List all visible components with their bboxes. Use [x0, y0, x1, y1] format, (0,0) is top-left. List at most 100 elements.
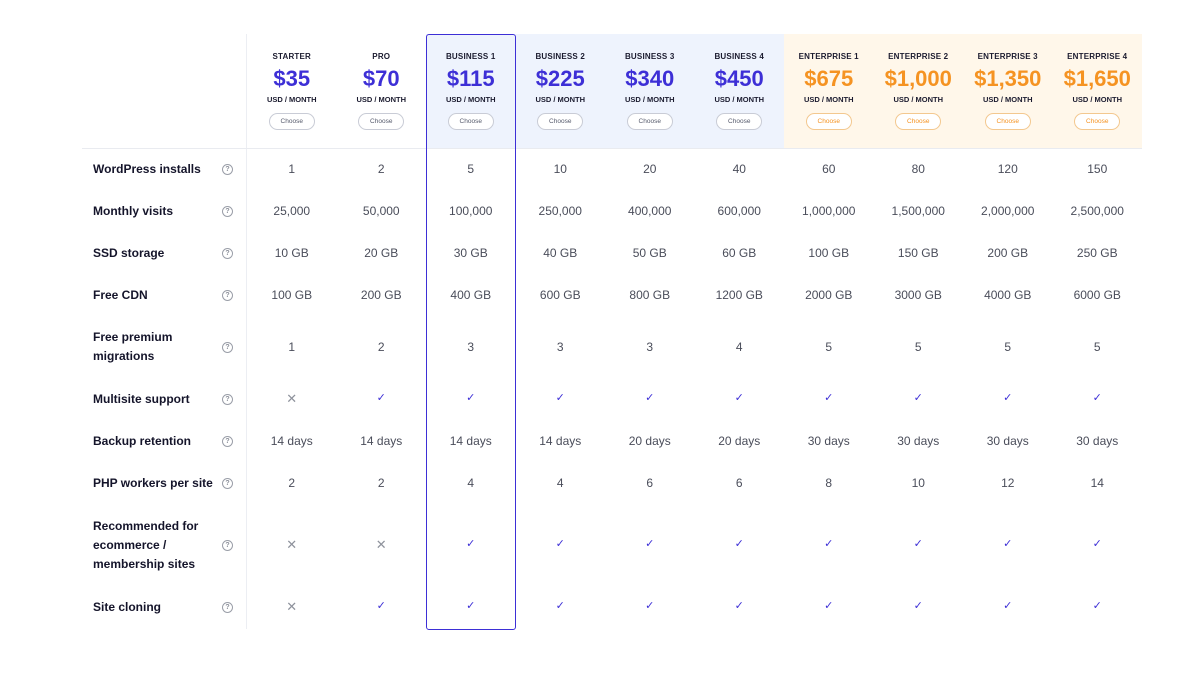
feature-value: 1,000,000 — [802, 204, 856, 218]
feature-row: Free CDN? 100 GB 200 GB 400 GB 600 GB 800 GB 1… — [82, 274, 1142, 316]
question-circle-icon[interactable]: ? — [222, 289, 233, 301]
feature-value: 80 — [911, 162, 925, 176]
help-wrapper: ? — [222, 163, 246, 175]
question-circle-icon[interactable]: ? — [222, 539, 233, 551]
check-icon: ✓ — [466, 538, 476, 550]
question-circle-icon[interactable]: ? — [222, 163, 233, 175]
feature-value: 4000 GB — [984, 288, 1032, 302]
check-icon: ✓ — [645, 600, 655, 612]
feature-values: 1 2 5 10 20 40 60 80 120 150 — [247, 162, 1142, 176]
choose-button[interactable]: Choose — [358, 113, 405, 130]
feature-value: 30 days — [807, 434, 850, 448]
check-icon: ✓ — [1003, 538, 1013, 550]
feature-value: 4 — [735, 340, 743, 354]
question-circle-icon[interactable]: ? — [222, 601, 233, 613]
feature-value: 100,000 — [449, 204, 493, 218]
plan-column-enterprise-3: ENTERPRISE 3 $1,350 USD / MONTH Choose — [963, 34, 1053, 148]
feature-values: 10 GB 20 GB 30 GB 40 GB 50 GB 60 GB 100 GB 150 … — [247, 246, 1142, 260]
plan-price-unit: USD / MONTH — [1072, 95, 1123, 104]
choose-button[interactable]: Choose — [895, 113, 942, 130]
question-circle-icon[interactable]: ? — [222, 393, 233, 405]
feature-row: WordPress installs? 1 2 5 10 20 40 60 80 120 150 — [82, 148, 1142, 190]
plan-name: ENTERPRISE 1 — [798, 52, 859, 61]
feature-value: 1200 GB — [715, 288, 763, 302]
check-icon: ✓ — [1003, 392, 1013, 404]
plan-price-unit: USD / MONTH — [266, 95, 317, 104]
plan-column-enterprise-2: ENTERPRISE 2 $1,000 USD / MONTH Choose — [874, 34, 964, 148]
plan-price-unit: USD / MONTH — [535, 95, 586, 104]
feature-value: 100 GB — [271, 288, 313, 302]
feature-label: Recommended for ecommerce / membership s… — [93, 518, 199, 571]
question-circle-icon[interactable]: ? — [222, 341, 233, 353]
feature-value: 100 GB — [808, 246, 850, 260]
choose-button[interactable]: Choose — [537, 113, 584, 130]
feature-values: 14 days 14 days 14 days 14 days 20 days 20 da… — [247, 434, 1142, 448]
feature-value: 600,000 — [717, 204, 761, 218]
feature-row: Multisite support? ✕ ✓ ✓ ✓ ✓ ✓ ✓ ✓ ✓ ✓ — [82, 378, 1142, 420]
feature-value: 2 — [377, 162, 385, 176]
choose-button[interactable]: Choose — [1074, 113, 1121, 130]
feature-value: 6 — [735, 476, 743, 490]
plan-price: $340 — [625, 66, 675, 91]
feature-value: 10 — [553, 162, 567, 176]
check-icon: ✓ — [734, 538, 744, 550]
check-icon: ✓ — [376, 392, 386, 404]
question-circle-icon[interactable]: ? — [222, 435, 233, 447]
feature-row: Free premium migrations? 1 2 3 3 3 4 5 5 5 5 — [82, 316, 1142, 378]
pricing-table: STARTER $35 USD / MONTH Choose PRO $70 USD / M… — [82, 34, 1142, 634]
plan-name: BUSINESS 1 — [445, 52, 496, 61]
feature-value: 4 — [467, 476, 475, 490]
plan-price-unit: USD / MONTH — [624, 95, 675, 104]
question-circle-icon[interactable]: ? — [222, 247, 233, 259]
feature-column-divider — [246, 34, 247, 629]
plan-price: $1,350 — [974, 66, 1042, 91]
question-circle-icon[interactable]: ? — [222, 205, 233, 217]
choose-button[interactable]: Choose — [805, 113, 852, 130]
feature-value: 60 GB — [722, 246, 757, 260]
feature-value: 1 — [288, 162, 296, 176]
plan-column-business-1: BUSINESS 1 $115 USD / MONTH Choose — [426, 34, 516, 148]
feature-values: 25,000 50,000 100,000 250,000 400,000 600,000… — [247, 204, 1142, 218]
check-icon: ✓ — [1003, 600, 1013, 612]
choose-button[interactable]: Choose — [268, 113, 315, 130]
help-wrapper: ? — [222, 477, 246, 489]
feature-value: 2,500,000 — [1070, 204, 1124, 218]
plan-price-unit: USD / MONTH — [445, 95, 496, 104]
feature-value: 4 — [556, 476, 564, 490]
feature-value: 5 — [825, 340, 833, 354]
plan-price: $450 — [714, 66, 764, 91]
feature-value: 5 — [467, 162, 475, 176]
feature-row: SSD storage? 10 GB 20 GB 30 GB 40 GB 50 GB 60 … — [82, 232, 1142, 274]
check-icon: ✓ — [645, 538, 655, 550]
feature-value: 30 days — [897, 434, 940, 448]
check-icon: ✓ — [555, 538, 565, 550]
feature-value: 20 days — [628, 434, 671, 448]
feature-value: 2 — [377, 340, 385, 354]
help-wrapper: ? — [222, 539, 246, 551]
check-icon: ✓ — [913, 392, 923, 404]
plan-name: ENTERPRISE 4 — [1067, 52, 1128, 61]
feature-label: WordPress installs — [93, 161, 201, 176]
feature-value: 14 days — [449, 434, 492, 448]
choose-button[interactable]: Choose — [447, 113, 494, 130]
plan-column-business-4: BUSINESS 4 $450 USD / MONTH Choose — [695, 34, 785, 148]
feature-values: 2 2 4 4 6 6 8 10 12 14 — [247, 476, 1142, 490]
choose-button[interactable]: Choose — [626, 113, 673, 130]
feature-values: ✕ ✕ ✓ ✓ ✓ ✓ ✓ ✓ ✓ ✓ — [247, 537, 1142, 553]
plan-name: STARTER — [272, 52, 312, 61]
plan-price: $115 — [446, 66, 495, 91]
feature-value: 14 days — [539, 434, 582, 448]
question-circle-icon[interactable]: ? — [222, 477, 233, 489]
header-divider — [82, 148, 1142, 149]
cross-icon: ✕ — [286, 391, 298, 406]
help-wrapper: ? — [222, 341, 246, 353]
feature-values: ✕ ✓ ✓ ✓ ✓ ✓ ✓ ✓ ✓ ✓ — [247, 391, 1142, 407]
plan-price: $1,650 — [1063, 66, 1131, 91]
feature-value: 1,500,000 — [891, 204, 945, 218]
feature-value: 30 days — [986, 434, 1029, 448]
choose-button[interactable]: Choose — [716, 113, 763, 130]
help-wrapper: ? — [222, 435, 246, 447]
check-icon: ✓ — [734, 392, 744, 404]
check-icon: ✓ — [1092, 538, 1102, 550]
choose-button[interactable]: Choose — [984, 113, 1031, 130]
